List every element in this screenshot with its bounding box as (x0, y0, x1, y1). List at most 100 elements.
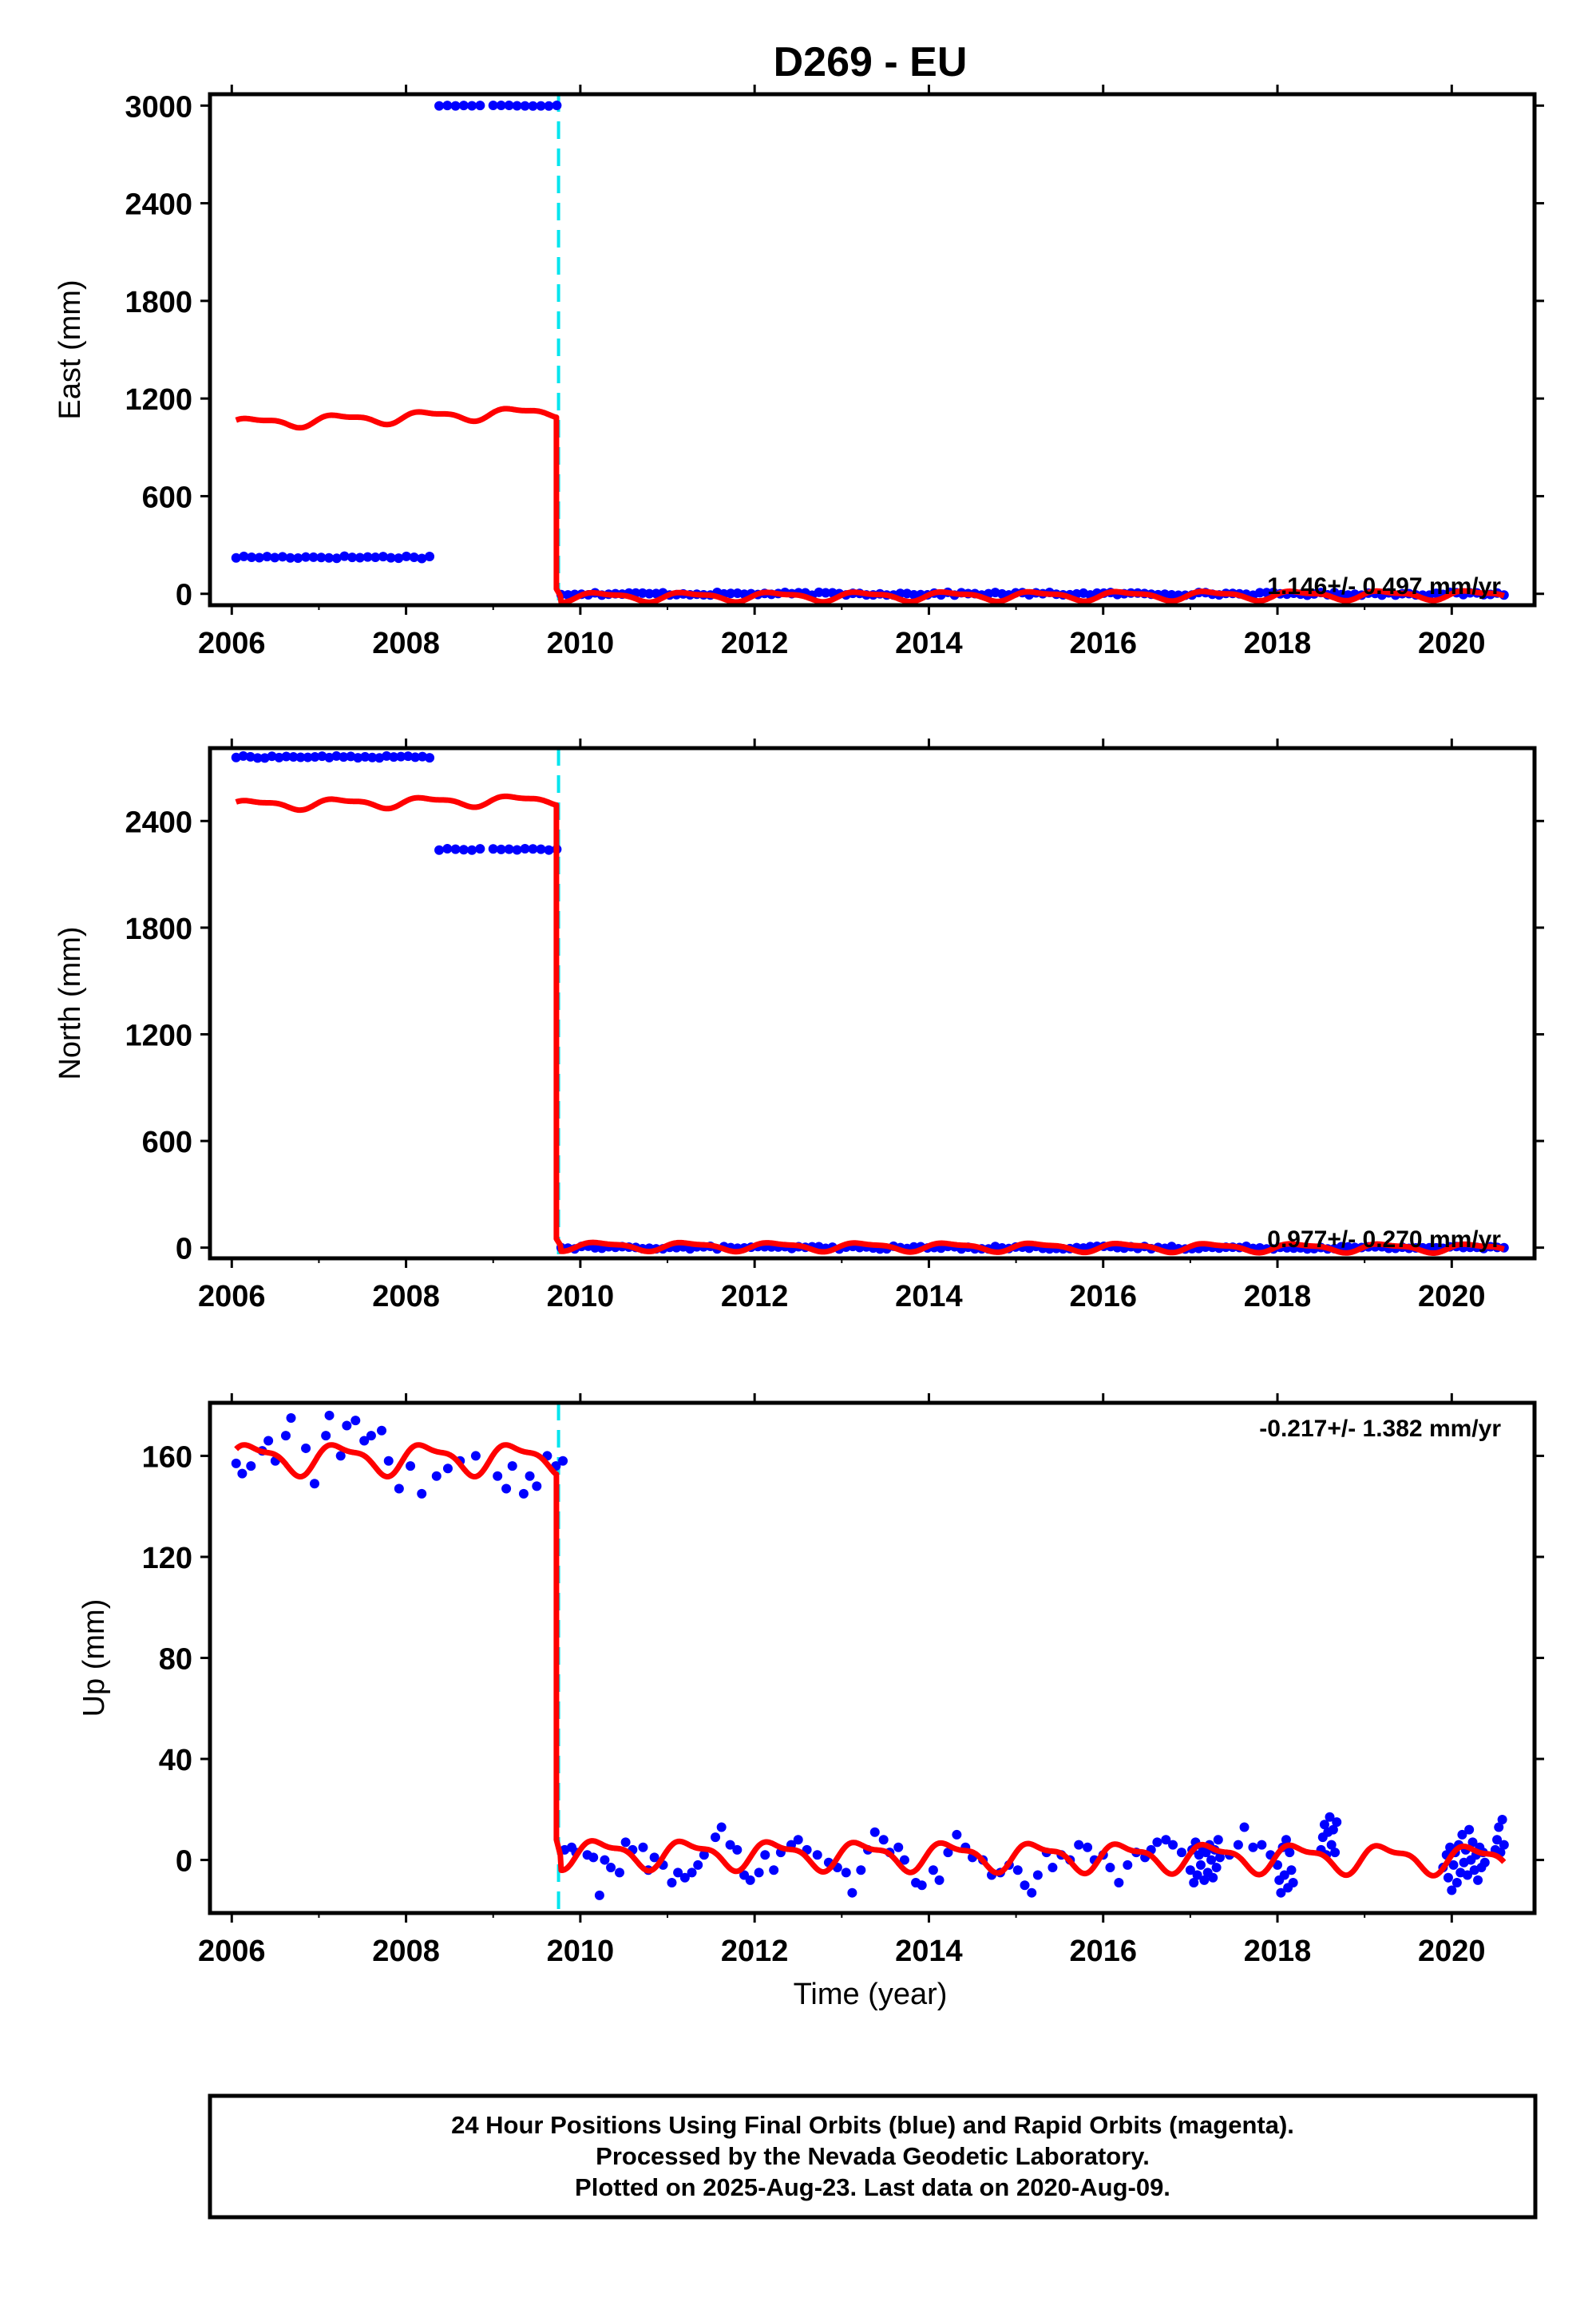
data-point (1451, 1878, 1462, 1888)
data-point (528, 844, 538, 854)
data-point (952, 1829, 962, 1840)
y-axis-label: North (mm) (53, 926, 87, 1079)
x-tick-label: 2010 (547, 1935, 615, 1968)
data-point (434, 101, 445, 111)
data-point (1286, 1865, 1297, 1875)
data-point (1319, 1820, 1329, 1830)
data-point (520, 844, 530, 854)
data-point (425, 753, 435, 763)
plot-area (231, 1403, 1509, 1913)
data-point (620, 1837, 631, 1848)
data-point (1494, 1822, 1504, 1832)
data-point (1499, 1840, 1509, 1850)
data-point (1457, 1829, 1467, 1840)
x-tick-label: 2014 (895, 1280, 963, 1313)
data-point (321, 1431, 331, 1441)
data-point (331, 553, 342, 564)
data-point (520, 101, 530, 111)
y-tick-label: 1200 (125, 383, 192, 417)
data-point (856, 1865, 866, 1875)
panel-up: 2006 2008 2010 2012 2014 2016 2018 2020 0 40 80 120… (77, 1393, 1544, 1968)
data-point (1254, 588, 1265, 598)
footer-frame (208, 2093, 1538, 2220)
data-point (532, 1481, 542, 1491)
data-point (386, 553, 396, 563)
panel-east: 2006 2008 2010 2012 2014 2016 2018 2020 0 600 1200… (53, 85, 1544, 660)
data-point (458, 845, 469, 855)
data-point (366, 1431, 376, 1441)
data-point (324, 553, 335, 563)
data-point (1261, 588, 1272, 598)
data-point (732, 1844, 743, 1855)
data-point (793, 1835, 803, 1845)
data-point (1020, 1880, 1030, 1891)
data-point (280, 1431, 291, 1441)
footer-line-3: Plotted on 2025-Aug-23. Last data on 202… (575, 2173, 1170, 2201)
data-point (347, 553, 358, 563)
y-tick-label: 600 (142, 481, 192, 514)
x-tick-label: 2010 (547, 1280, 615, 1313)
data-point (247, 553, 257, 563)
x-tick-label: 2020 (1418, 1280, 1486, 1313)
data-point (518, 1488, 529, 1499)
data-point (377, 1425, 387, 1436)
y-tick-label: 0 (176, 1233, 192, 1266)
data-point (300, 552, 311, 562)
data-point (1239, 1822, 1249, 1832)
data-point (1492, 1835, 1503, 1845)
data-point (359, 1436, 370, 1446)
data-point (725, 1840, 735, 1850)
data-point (1281, 1835, 1291, 1845)
panel-frame (208, 92, 1537, 608)
data-point (928, 1865, 938, 1875)
data-point (288, 752, 299, 762)
data-point (417, 553, 427, 564)
data-point (442, 101, 453, 111)
data-point (716, 1822, 727, 1832)
data-point (687, 1867, 697, 1878)
data-point (262, 552, 272, 562)
data-point (726, 588, 736, 599)
x-tick-label: 2014 (895, 627, 963, 660)
data-point (512, 845, 522, 855)
data-point (600, 1855, 610, 1865)
data-point (252, 753, 263, 763)
data-point (1213, 1835, 1223, 1845)
data-point (346, 751, 356, 762)
data-point (501, 1483, 512, 1494)
data-point (869, 1827, 880, 1837)
data-point (331, 751, 342, 761)
data-point (649, 1852, 659, 1863)
data-point (1279, 1870, 1289, 1880)
data-point (1464, 1824, 1475, 1835)
data-point (1027, 1887, 1037, 1898)
data-point (504, 100, 514, 110)
data-point (231, 1458, 241, 1468)
data-point (286, 1412, 296, 1423)
model-fit-line (234, 1442, 1507, 1879)
data-point (528, 101, 538, 111)
footer-line-2: Processed by the Nevada Geodetic Laborat… (596, 2142, 1150, 2170)
data-point (614, 1867, 624, 1878)
data-point (841, 1867, 851, 1878)
data-point (1497, 1814, 1507, 1824)
data-point (488, 844, 498, 854)
data-point (401, 551, 411, 561)
data-point (316, 553, 327, 563)
data-point (1467, 1837, 1478, 1848)
data-point (1330, 1848, 1341, 1858)
x-tick-label: 2016 (1069, 1935, 1137, 1968)
data-point (308, 552, 319, 562)
data-point (458, 101, 469, 111)
data-point (544, 845, 554, 855)
data-point (434, 845, 445, 855)
data-point (475, 101, 485, 111)
data-point (1166, 590, 1177, 600)
data-point (1479, 1857, 1490, 1867)
data-point (309, 1479, 319, 1489)
y-tick-label: 2400 (125, 188, 192, 222)
data-point (1332, 1817, 1342, 1828)
data-point (812, 1850, 822, 1860)
y-tick-label: 0 (176, 579, 192, 612)
data-point (259, 753, 270, 763)
